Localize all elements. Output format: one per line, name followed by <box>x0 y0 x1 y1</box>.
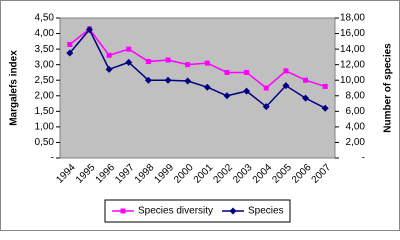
point <box>282 82 290 90</box>
point <box>244 69 250 75</box>
y2-tick-label: 12,00 <box>340 59 365 70</box>
y-tick-label: - <box>51 153 54 164</box>
y-tick-label: 3,00 <box>35 59 55 70</box>
point <box>203 83 211 91</box>
point <box>322 83 328 89</box>
point <box>105 65 113 73</box>
point <box>223 92 231 100</box>
y-tick-label: 0,50 <box>35 137 55 148</box>
y-tick-label: 2,50 <box>35 75 55 86</box>
series-line <box>69 28 326 109</box>
y2-tick-label: - <box>362 153 365 164</box>
point <box>145 59 151 65</box>
legend-box <box>104 199 291 223</box>
point <box>67 41 73 47</box>
plot-area <box>59 17 336 159</box>
point <box>263 85 269 91</box>
point <box>303 77 309 83</box>
y-tick-label: 1,50 <box>35 106 55 117</box>
point <box>144 76 152 84</box>
y-axis-title: Margalefs index <box>9 50 20 126</box>
point <box>283 68 289 74</box>
series-line <box>69 27 326 89</box>
point <box>164 76 172 84</box>
point <box>165 57 171 63</box>
y2-tick-label: 16,00 <box>340 28 365 39</box>
y2-axis-title: Number of species <box>383 43 394 133</box>
chart: Margalefs index Number of species - 0,50 1… <box>0 0 400 231</box>
y2-tick-label: 8,00 <box>346 90 366 101</box>
point <box>262 103 270 111</box>
y-tick-label: 1,00 <box>35 122 55 133</box>
point <box>85 26 93 34</box>
point <box>126 46 132 52</box>
point <box>243 87 251 95</box>
y2-tick-label: 14,00 <box>340 44 365 55</box>
point <box>229 207 237 215</box>
point <box>184 77 192 85</box>
y-tick-label: 2,00 <box>35 90 55 101</box>
point <box>204 60 210 66</box>
y2-tick-label: 2,00 <box>346 137 366 148</box>
point <box>302 94 310 102</box>
y2-tick-label: 4,00 <box>346 122 366 133</box>
legend-label: Species diversity <box>138 206 213 217</box>
y2-tick-label: 6,00 <box>346 106 366 117</box>
y2-tick-label: 18,00 <box>340 13 365 24</box>
point <box>321 104 329 112</box>
point <box>224 69 230 75</box>
point <box>185 62 191 68</box>
legend-label: Species <box>248 206 284 217</box>
y-tick-label: 3,50 <box>35 44 55 55</box>
y-tick-label: 4,00 <box>35 28 55 39</box>
point <box>106 52 112 58</box>
point <box>66 49 74 57</box>
point <box>125 58 133 66</box>
y-tick-label: 4,50 <box>35 13 55 24</box>
point <box>120 208 126 214</box>
y2-tick-label: 10,00 <box>340 75 365 86</box>
